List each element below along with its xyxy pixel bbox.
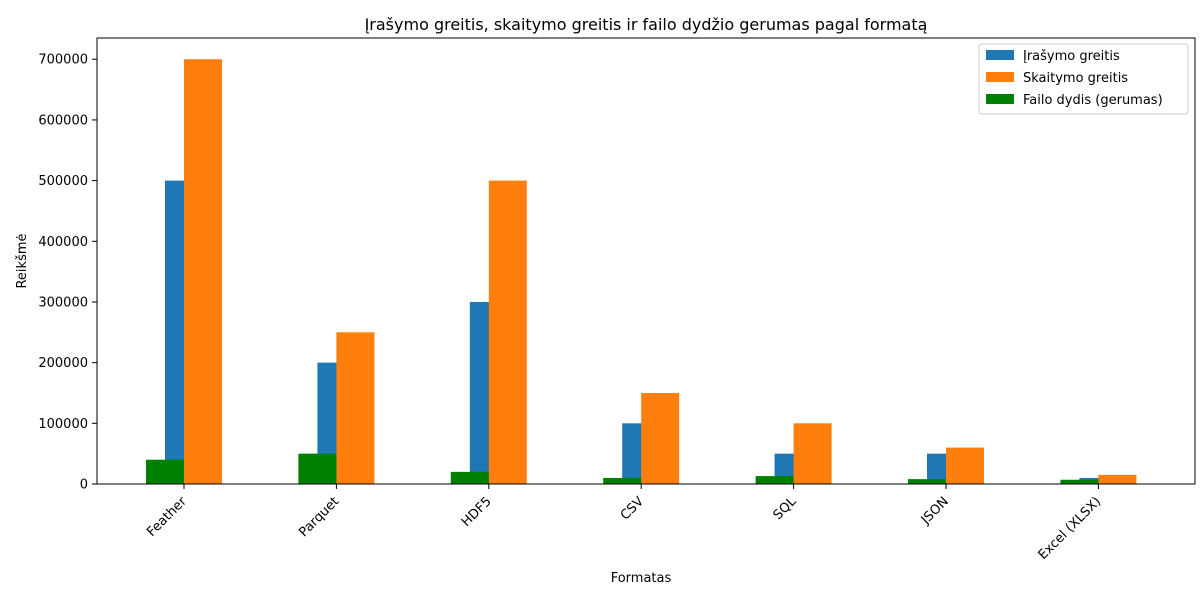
bar-json-series-3 <box>908 479 946 484</box>
x-tick-label: JSON <box>918 494 952 528</box>
bar-feather-series-2 <box>184 59 222 484</box>
chart-title: Įrašymo greitis, skaitymo greitis ir fai… <box>365 15 928 34</box>
bar-excel-xlsx-series-2 <box>1098 474 1137 484</box>
bar-sql-series-3 <box>755 476 794 484</box>
legend-box <box>978 43 1189 115</box>
legend-label-2: Skaitymo greitis <box>1023 71 1128 86</box>
legend-swatch-2 <box>986 72 1014 82</box>
bar-hdf5-series-3 <box>450 471 489 484</box>
y-tick-label: 0 <box>80 478 88 493</box>
y-tick-label: 500000 <box>38 174 88 189</box>
bar-feather-series-3 <box>146 459 184 484</box>
bar-csv-series-3 <box>603 477 642 484</box>
y-tick-label: 600000 <box>38 113 88 128</box>
legend: Įrašymo greitis Skaitymo greitis Failo dyd… <box>978 43 1189 115</box>
plot-frame <box>96 37 1196 485</box>
y-axis-title: Reikšmė <box>15 233 30 288</box>
y-tick-label: 700000 <box>38 53 88 68</box>
bar-parquet-series-2 <box>336 332 375 484</box>
bar-csv-series-2 <box>641 392 680 484</box>
y-tick-label: 200000 <box>38 356 88 371</box>
x-tick-label: CSV <box>618 494 647 523</box>
legend-swatch-1 <box>986 50 1014 60</box>
x-axis-title: Formatas <box>611 571 672 586</box>
legend-label-3: Failo dydis (gerumas) <box>1023 93 1163 108</box>
x-tick-label: SQL <box>771 494 800 523</box>
x-tick-label: Excel (XLSX) <box>1036 494 1105 563</box>
legend-swatch-3 <box>986 94 1014 104</box>
y-tick-label: 100000 <box>38 417 88 432</box>
y-axis: 0 100000 200000 300000 400000 500000 600000 700… <box>38 53 97 493</box>
bar-excel-xlsx-series-3 <box>1060 479 1099 484</box>
legend-label-1: Įrašymo greitis <box>1023 49 1120 64</box>
bar-json-series-2 <box>946 447 984 484</box>
x-tick-label: Parquet <box>296 494 342 540</box>
x-tick-label: HDF5 <box>459 494 495 530</box>
series-2 <box>184 59 1137 484</box>
plot-area <box>146 59 1137 484</box>
y-tick-label: 300000 <box>38 295 88 310</box>
bar-sql-series-2 <box>793 423 832 484</box>
y-tick-label: 400000 <box>38 235 88 250</box>
x-tick-label: Feather <box>144 494 190 540</box>
series-3 <box>146 453 1099 484</box>
x-axis: Feather Parquet HDF5 CSV SQL JSON Excel (XLSX) <box>144 484 1104 563</box>
bar-parquet-series-3 <box>298 453 337 484</box>
bar-hdf5-series-2 <box>488 180 527 484</box>
